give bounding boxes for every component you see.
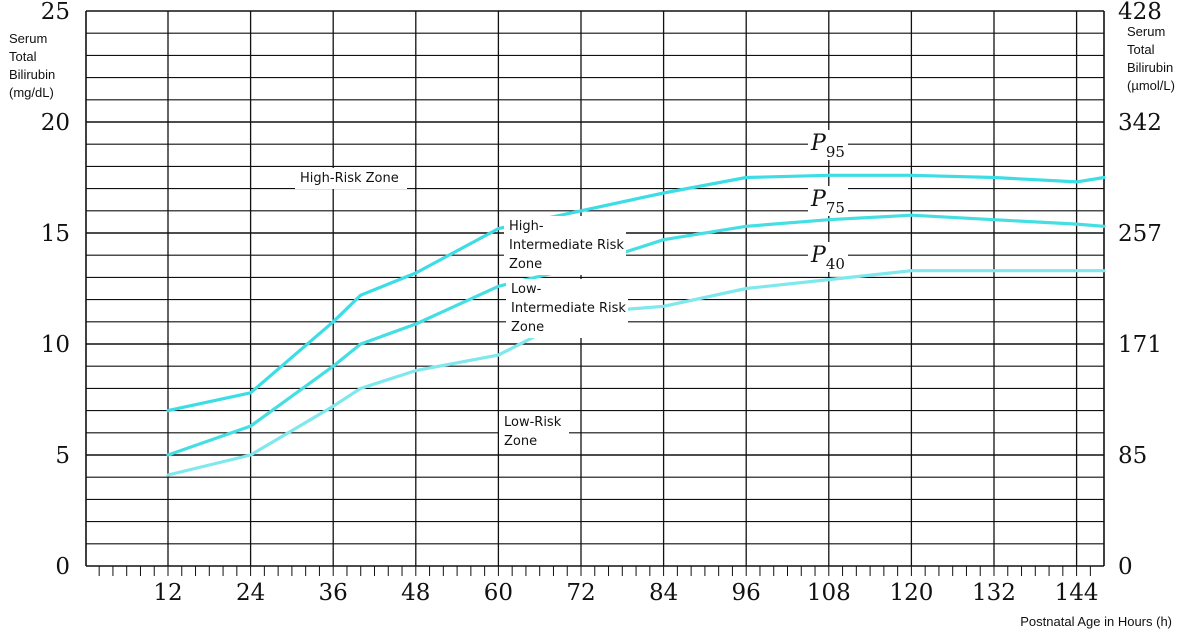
zone-label: High- Intermediate Risk Zone [509,219,624,272]
zone-label-line: Zone [504,434,537,449]
x-tick-label: 120 [889,580,933,606]
x-tick-label: 132 [972,580,1016,606]
zone-label-line: Low-Risk [504,415,562,430]
axis-title-line: Serum [9,31,47,46]
percentile-label-bg [808,242,848,272]
y-right-tick-label: 85 [1118,443,1147,469]
x-tick-label: 144 [1055,580,1099,606]
y-right-tick-label: 257 [1118,221,1162,247]
y-left-axis-title: Serum Total Bilirubin (mg/dL) [9,31,55,100]
zone-label-bg [499,412,569,452]
zone-label-line: High-Risk Zone [300,171,399,186]
zone-label-bg [504,216,626,275]
zone-label-line: Zone [509,257,542,272]
x-tick-label: 108 [807,580,851,606]
axis-title-line: (mg/dL) [9,85,54,100]
percentile-labels: P95 P75 P40 [808,130,848,273]
percentile-label-bg [808,186,848,216]
minor-ticks [98,566,1091,576]
y-right-axis-title: Serum Total Bilirubin (µmol/L) [1127,24,1175,93]
zone-label-bg [295,168,407,189]
zone-label: Low-Risk Zone [504,415,562,449]
y-left-tick-label: 5 [55,443,70,469]
series-line-p95 [166,173,1106,413]
zone-label-line: Intermediate Risk [511,301,626,316]
percentile-label-group: P75 [808,186,848,217]
y-right-tick-label: 428 [1118,0,1162,25]
x-tick-label: 12 [153,580,182,606]
y-left-tick-label: 10 [41,332,70,358]
axis-title-line: Total [1127,42,1155,57]
zone-label-bg [506,279,628,338]
zone-label-group: Low- Intermediate Risk Zone [506,279,628,338]
x-tick-label: 96 [732,580,761,606]
zone-label-line: High- [509,219,544,234]
percentile-subscript: 75 [826,199,845,217]
zone-label-group: Low-Risk Zone [499,412,569,452]
y-right-tick-label: 342 [1118,110,1162,136]
axis-title-line: (µmol/L) [1127,78,1175,93]
percentile-subscript: 95 [826,143,845,161]
x-axis-title: Postnatal Age in Hours (h) [1020,614,1172,629]
axis-title-line: Serum [1127,24,1165,39]
zone-label: Low- Intermediate Risk Zone [511,282,626,335]
tick-labels: 12 24 36 48 60 72 84 96 108 120 132 144 0 5 10 15 20 25 0 8… [41,0,1162,606]
zone-label-group: High- Intermediate Risk Zone [504,216,626,275]
axis-title-line: Bilirubin [1127,60,1173,75]
zone-labels: High-Risk Zone High- Intermediate Risk Zone… [295,168,628,452]
y-left-tick-label: 20 [41,110,70,136]
x-tick-label: 84 [649,580,678,606]
x-tick-label: 24 [236,580,265,606]
x-tick-label: 72 [566,580,595,606]
series-line-p40 [166,269,1106,477]
zone-label-line: Intermediate Risk [509,238,624,253]
percentile-subscript: 40 [826,255,845,273]
axis-title-line: Bilirubin [9,67,55,82]
axis-title-line: Total [9,49,37,64]
y-right-tick-label: 0 [1118,554,1133,580]
zone-label-group: High-Risk Zone [295,168,407,189]
percentile-label-bg [808,130,848,160]
zone-label-line: Low- [511,282,542,297]
zone-label: High-Risk Zone [300,171,399,186]
y-left-tick-label: 15 [41,221,70,247]
y-right-tick-label: 171 [1118,332,1162,358]
zone-label-line: Zone [511,320,544,335]
series-lines [166,173,1106,477]
percentile-label-group: P95 [808,130,848,161]
x-tick-label: 36 [319,580,348,606]
percentile-label-group: P40 [808,242,848,273]
y-left-tick-label: 0 [55,554,70,580]
y-left-tick-label: 25 [41,0,70,25]
x-tick-label: 48 [401,580,430,606]
x-tick-label: 60 [484,580,513,606]
